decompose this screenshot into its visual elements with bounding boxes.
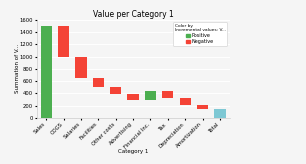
- Bar: [128, 94, 139, 100]
- Bar: [41, 26, 52, 118]
- Bar: [214, 110, 226, 118]
- Bar: [180, 98, 191, 105]
- Bar: [162, 91, 174, 98]
- Bar: [197, 105, 208, 110]
- Y-axis label: Summation of V...: Summation of V...: [15, 44, 20, 93]
- Bar: [58, 26, 69, 57]
- Bar: [145, 91, 156, 100]
- Bar: [75, 57, 87, 78]
- Legend: Positive, Negative: Positive, Negative: [173, 22, 227, 46]
- Bar: [110, 87, 121, 94]
- X-axis label: Category 1: Category 1: [118, 149, 148, 154]
- Title: Value per Category 1: Value per Category 1: [93, 10, 174, 19]
- Bar: [93, 78, 104, 87]
